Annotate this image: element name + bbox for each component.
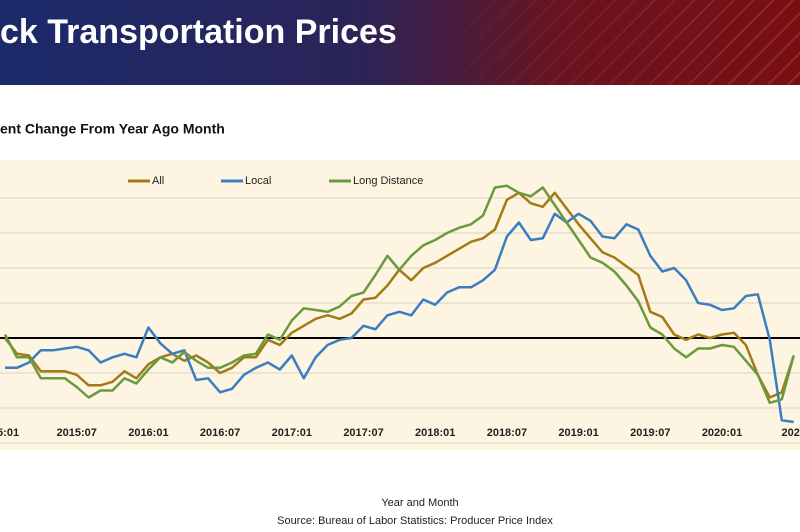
slide-title: ck Transportation Prices <box>0 13 397 51</box>
legend-label: Long Distance <box>353 175 423 187</box>
x-tick-label: 2018:07 <box>487 427 527 439</box>
legend-label: Local <box>245 175 271 187</box>
legend: All Local Long Distance <box>128 175 423 187</box>
x-axis-title: Year and Month <box>381 497 458 509</box>
plot-area <box>0 160 800 450</box>
x-tick-label: 2015:07 <box>57 427 97 439</box>
series-line <box>5 212 794 424</box>
legend-label: All <box>152 175 164 187</box>
lines <box>3 184 795 424</box>
x-tick-label: 2017:07 <box>343 427 383 439</box>
x-tick-label: 2020:01 <box>702 427 742 439</box>
x-tick-label: 2019:01 <box>558 427 598 439</box>
header-pattern <box>0 0 800 85</box>
x-tick-label: 2016:01 <box>128 427 168 439</box>
source-note: Source: Bureau of Labor Statistics: Prod… <box>277 515 553 527</box>
x-tick-label: 2018:01 <box>415 427 455 439</box>
x-tick-label: 2019:07 <box>630 427 670 439</box>
x-tick-label: 2016:07 <box>200 427 240 439</box>
series-line <box>3 184 795 405</box>
x-tick-label: 2017:01 <box>272 427 312 439</box>
x-tick-label: 15:01 <box>0 427 19 439</box>
x-tick-label: 2020 <box>781 427 800 439</box>
chart-subtitle: ent Change From Year Ago Month <box>0 121 225 137</box>
